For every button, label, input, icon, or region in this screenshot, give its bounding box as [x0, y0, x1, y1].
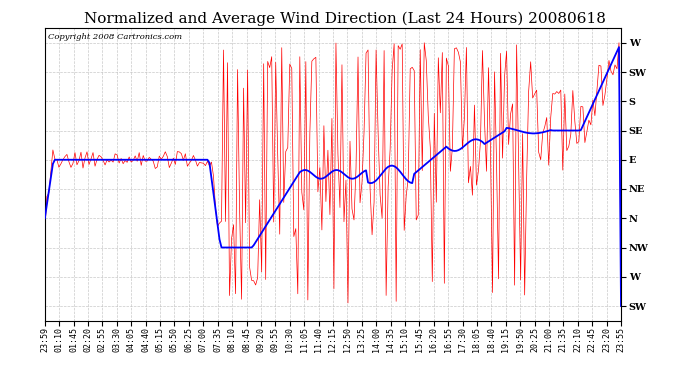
- Text: Copyright 2008 Cartronics.com: Copyright 2008 Cartronics.com: [48, 33, 182, 40]
- Text: Normalized and Average Wind Direction (Last 24 Hours) 20080618: Normalized and Average Wind Direction (L…: [84, 11, 606, 26]
